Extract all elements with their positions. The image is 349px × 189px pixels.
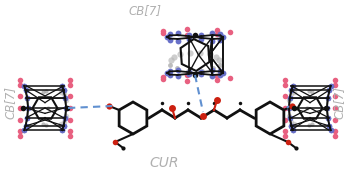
Text: CUR: CUR bbox=[149, 156, 179, 170]
Text: CB[7]: CB[7] bbox=[128, 4, 161, 17]
Text: CB[7]: CB[7] bbox=[3, 86, 16, 119]
Text: CB[7]: CB[7] bbox=[333, 86, 346, 119]
